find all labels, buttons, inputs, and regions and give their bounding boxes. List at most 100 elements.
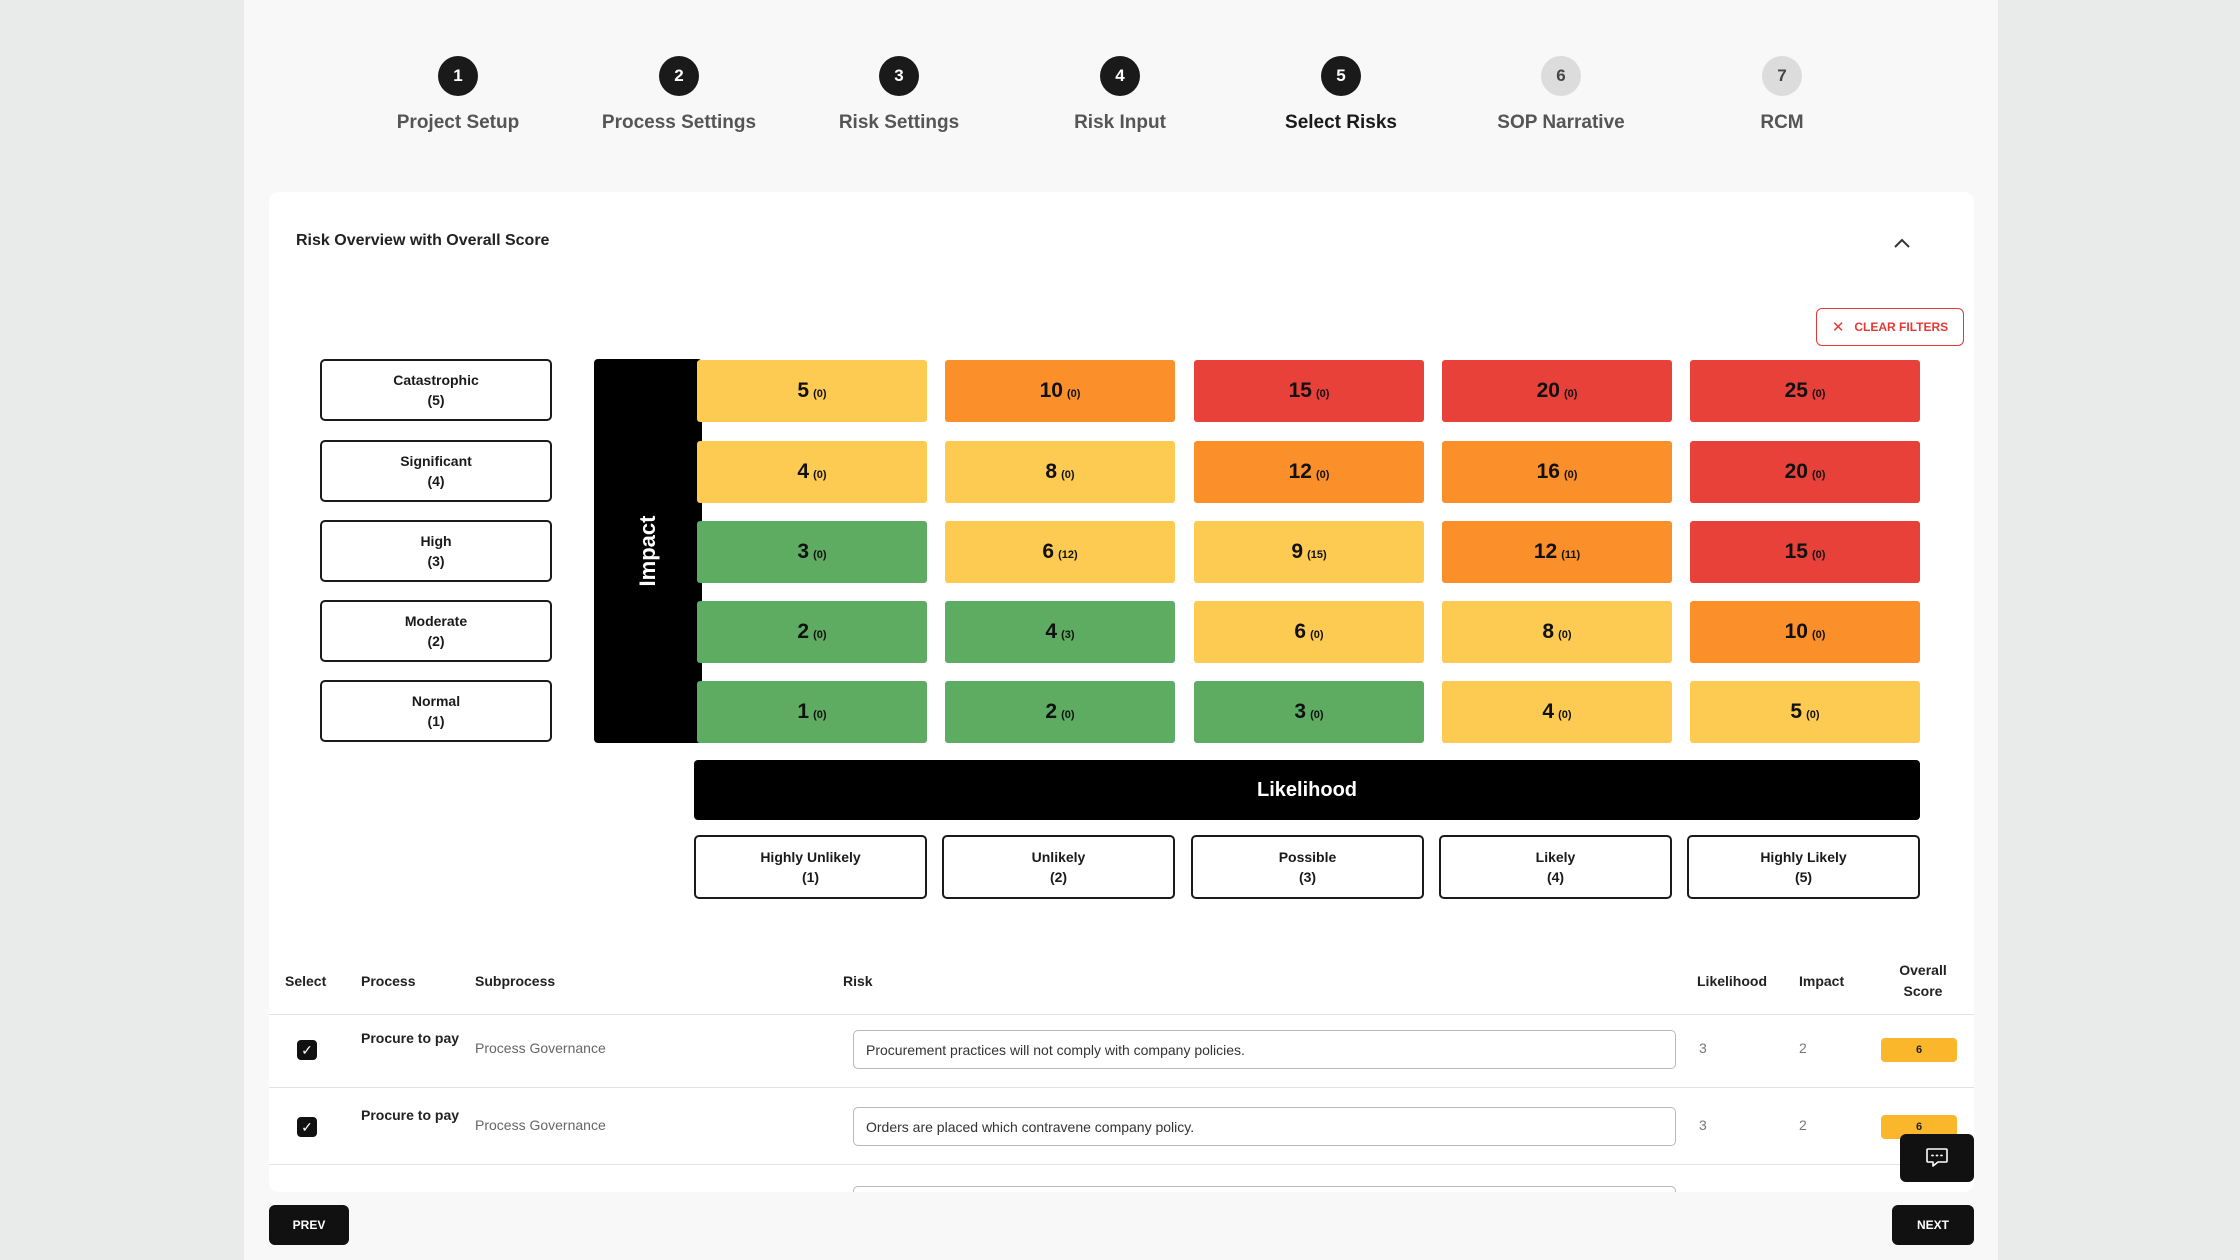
step-process-settings[interactable]: 2 Process Settings — [569, 56, 789, 134]
risk-matrix-cell[interactable]: 1 (0) — [697, 681, 927, 743]
cell-score: 4 — [797, 460, 810, 483]
risk-matrix-cell[interactable]: 6 (12) — [945, 521, 1175, 583]
cell-count: (0) — [813, 629, 827, 641]
table-row: ✓ Procure to pay Process Governance 3 2 … — [269, 1010, 1974, 1088]
cell-count: (11) — [1561, 549, 1581, 561]
risk-matrix-cell[interactable]: 15 (0) — [1690, 521, 1920, 583]
risk-matrix-cell[interactable]: 4 (3) — [945, 601, 1175, 663]
risk-matrix-cell[interactable]: 16 (0) — [1442, 441, 1672, 503]
risk-matrix-cell[interactable]: 4 (0) — [1442, 681, 1672, 743]
impact-level-name: Normal — [411, 693, 461, 709]
risk-matrix-cell[interactable]: 20 (0) — [1442, 360, 1672, 422]
risk-matrix-cell[interactable]: 20 (0) — [1690, 441, 1920, 503]
step-number: 4 — [1100, 56, 1140, 96]
cell-score: 20 — [1536, 379, 1560, 402]
risk-matrix-cell[interactable]: 4 (0) — [697, 441, 927, 503]
risk-matrix-cell[interactable]: 6 (0) — [1194, 601, 1424, 663]
cell-score: 3 — [797, 540, 810, 563]
impact-level-value: (3) — [427, 553, 445, 569]
cell-score: 5 — [1790, 700, 1803, 723]
step-sop-narrative[interactable]: 6 SOP Narrative — [1451, 56, 1671, 134]
risk-matrix-cell[interactable]: 8 (0) — [945, 441, 1175, 503]
cell-score: 16 — [1536, 460, 1560, 483]
risk-matrix-cell[interactable]: 10 (0) — [945, 360, 1175, 422]
prev-button[interactable]: PREV — [269, 1205, 349, 1245]
cell-count: (0) — [1310, 709, 1324, 721]
step-rcm[interactable]: 7 RCM — [1672, 56, 1892, 134]
col-impact: Impact — [1799, 973, 1845, 989]
likelihood-level-value: (3) — [1298, 869, 1317, 885]
step-project-setup[interactable]: 1 Project Setup — [348, 56, 568, 134]
step-risk-input[interactable]: 4 Risk Input — [1010, 56, 1230, 134]
next-row-risk-input-partial — [853, 1186, 1676, 1192]
risk-matrix-cell[interactable]: 12 (11) — [1442, 521, 1672, 583]
impact-level-value: (4) — [427, 473, 445, 489]
risk-matrix-cell[interactable]: 9 (15) — [1194, 521, 1424, 583]
risk-matrix-cell[interactable]: 5 (0) — [697, 360, 927, 422]
likelihood-axis-bar: Likelihood — [694, 760, 1920, 820]
chat-bubble-icon — [1926, 1148, 1948, 1167]
chat-button[interactable] — [1900, 1134, 1974, 1182]
row-subprocess: Process Governance — [475, 1040, 606, 1056]
impact-level-value: (1) — [427, 713, 445, 729]
likelihood-level-highly-unlikely: Highly Unlikely (1) — [694, 835, 927, 899]
cell-score: 15 — [1288, 379, 1312, 402]
risk-matrix-cell[interactable]: 10 (0) — [1690, 601, 1920, 663]
cell-count: (12) — [1058, 549, 1078, 561]
row-risk-input[interactable] — [853, 1107, 1676, 1146]
row-risk-input[interactable] — [853, 1030, 1676, 1069]
cell-score: 20 — [1784, 460, 1808, 483]
cell-score: 15 — [1784, 540, 1808, 563]
likelihood-level-name: Highly Unlikely — [760, 849, 861, 865]
step-label: Process Settings — [601, 112, 757, 133]
cell-score: 12 — [1288, 460, 1312, 483]
step-label: RCM — [1760, 112, 1804, 133]
step-select-risks[interactable]: 5 Select Risks — [1231, 56, 1451, 134]
risk-matrix-cell[interactable]: 5 (0) — [1690, 681, 1920, 743]
cell-score: 5 — [797, 379, 810, 402]
risk-matrix-cell[interactable]: 8 (0) — [1442, 601, 1672, 663]
impact-level-normal: Normal (1) — [320, 680, 552, 742]
row-process: Procure to pay — [361, 1030, 460, 1046]
row-impact: 2 — [1799, 1040, 1807, 1056]
likelihood-level-value: (4) — [1546, 869, 1565, 885]
cell-count: (0) — [1811, 388, 1826, 400]
row-select-checkbox[interactable]: ✓ — [297, 1040, 317, 1060]
cell-count: (3) — [1061, 629, 1075, 641]
row-select-checkbox[interactable]: ✓ — [297, 1117, 317, 1137]
likelihood-axis-label: Likelihood — [1257, 778, 1357, 801]
row-likelihood: 3 — [1699, 1117, 1707, 1133]
chevron-up-icon[interactable] — [1890, 232, 1914, 256]
col-risk: Risk — [843, 973, 873, 989]
cell-score: 6 — [1042, 540, 1055, 563]
cell-count: (0) — [813, 469, 827, 481]
risk-matrix-cell[interactable]: 2 (0) — [697, 601, 927, 663]
next-button[interactable]: NEXT — [1892, 1205, 1974, 1245]
step-risk-settings[interactable]: 3 Risk Settings — [789, 56, 1009, 134]
step-label: Project Setup — [396, 112, 520, 133]
risk-matrix-cell[interactable]: 3 (0) — [697, 521, 927, 583]
risk-matrix-cell[interactable]: 2 (0) — [945, 681, 1175, 743]
clear-filters-label: CLEAR FILTERS — [1854, 320, 1949, 334]
cell-score: 10 — [1784, 620, 1808, 643]
wizard-stepper: 1 Project Setup 2 Process Settings 3 Ris… — [244, 56, 1998, 136]
likelihood-level-value: (1) — [801, 869, 820, 885]
likelihood-level-name: Possible — [1278, 849, 1337, 865]
cell-score: 8 — [1045, 460, 1058, 483]
risk-matrix-cell[interactable]: 15 (0) — [1194, 360, 1424, 422]
impact-level-value: (5) — [427, 392, 445, 408]
impact-level-catastrophic: Catastrophic (5) — [320, 359, 552, 421]
impact-level-value: (2) — [427, 633, 445, 649]
check-icon: ✓ — [301, 1042, 313, 1058]
cell-count: (0) — [1315, 469, 1330, 481]
cell-count: (0) — [1315, 388, 1330, 400]
impact-axis-label: Impact — [635, 515, 660, 587]
step-number: 5 — [1321, 56, 1361, 96]
risk-matrix-cell[interactable]: 3 (0) — [1194, 681, 1424, 743]
cell-count: (0) — [1563, 388, 1578, 400]
clear-filters-button[interactable]: ✕ CLEAR FILTERS — [1816, 308, 1964, 346]
step-number: 7 — [1762, 56, 1802, 96]
risk-matrix-cell[interactable]: 12 (0) — [1194, 441, 1424, 503]
risk-matrix-cell[interactable]: 25 (0) — [1690, 360, 1920, 422]
cell-count: (0) — [1811, 549, 1826, 561]
